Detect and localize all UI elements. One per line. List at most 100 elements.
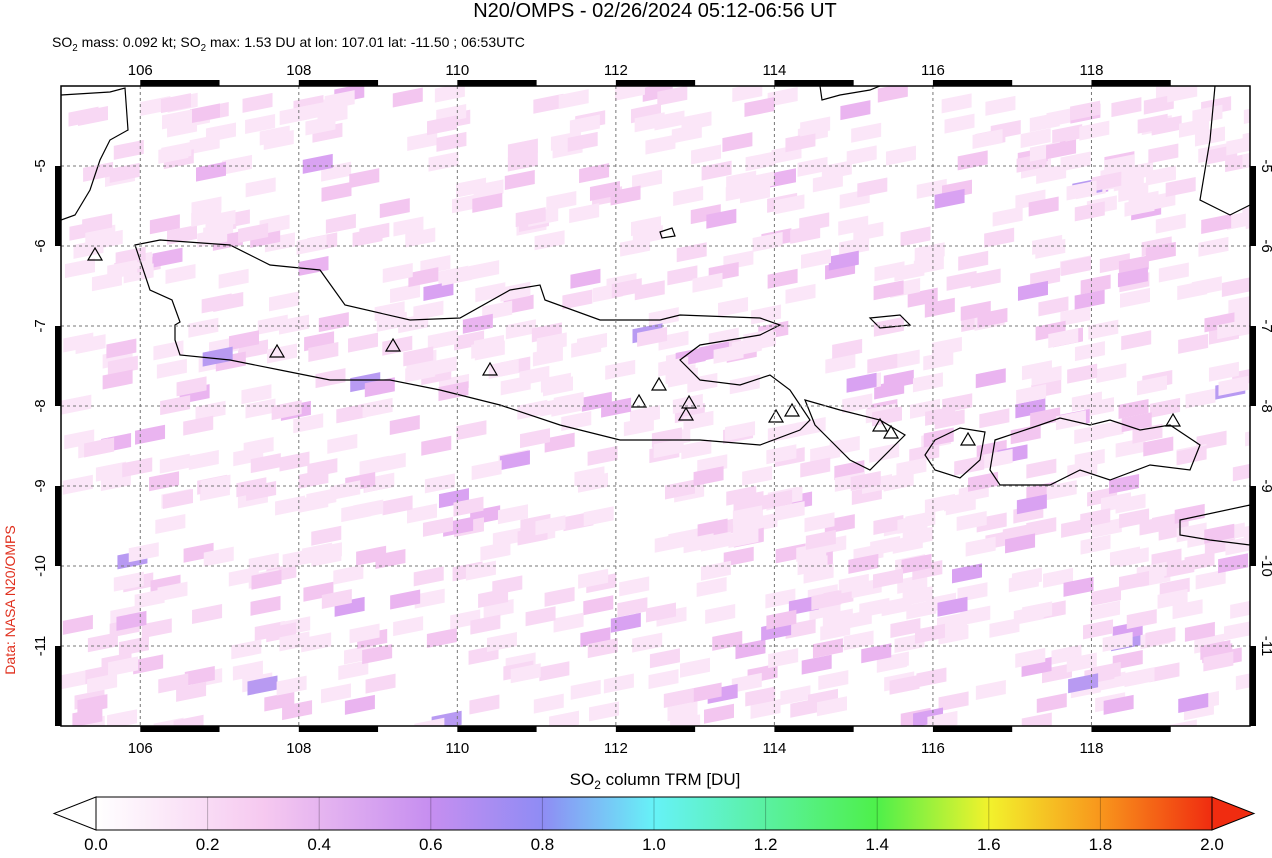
pixel — [767, 422, 798, 443]
pixel — [408, 267, 439, 288]
pixel — [617, 597, 648, 618]
pixel — [867, 353, 898, 374]
pixel — [832, 338, 863, 359]
frame-bar — [298, 80, 379, 86]
pixel — [109, 162, 140, 183]
pixel — [306, 488, 337, 509]
pixel — [937, 596, 968, 617]
pixel — [305, 115, 336, 136]
pixel — [1008, 572, 1039, 593]
pixel — [543, 376, 574, 397]
pixel — [970, 268, 1001, 289]
pixel — [1010, 424, 1041, 445]
pixel — [1218, 375, 1249, 396]
volcano-markers — [86, 246, 1182, 446]
pixel — [957, 150, 988, 171]
pixel — [251, 569, 282, 590]
frame-bar — [1250, 646, 1256, 726]
pixel — [648, 307, 679, 328]
pixel — [1074, 289, 1105, 310]
y-tick-label: -9 — [1258, 479, 1272, 492]
pixel — [517, 399, 548, 420]
pixel — [192, 604, 223, 625]
pixel — [1174, 503, 1205, 524]
pixel — [72, 707, 103, 726]
pixel — [1145, 165, 1176, 186]
colorbar-high-extend — [1211, 796, 1256, 831]
pixel — [589, 701, 620, 722]
pixel — [1155, 213, 1186, 234]
colorbar-gradient — [95, 796, 1213, 831]
pixel — [183, 415, 214, 436]
pixel — [1217, 319, 1248, 340]
pixel — [733, 491, 764, 512]
pixel — [544, 432, 575, 453]
frame-bar — [55, 486, 61, 566]
pixel — [1204, 523, 1235, 544]
y-tick-label: -7 — [32, 319, 49, 332]
pixel — [780, 685, 811, 706]
pixel — [1198, 236, 1229, 257]
pixel — [938, 691, 969, 712]
pixel — [107, 259, 138, 280]
pixel — [1046, 139, 1077, 160]
pixel — [1243, 108, 1250, 124]
pixel — [1030, 267, 1061, 288]
pixel — [670, 714, 701, 726]
pixel — [149, 214, 180, 235]
pixel — [540, 396, 571, 417]
pixel — [1074, 448, 1105, 469]
pixel — [1139, 515, 1170, 536]
pixel — [405, 227, 436, 248]
y-tick-label: -8 — [1258, 399, 1272, 412]
pixel — [333, 564, 364, 585]
pixel — [352, 227, 383, 248]
pixel — [231, 639, 262, 660]
pixel — [1088, 319, 1119, 340]
pixel — [201, 293, 232, 314]
pixel — [520, 428, 551, 449]
frame-bar — [457, 80, 537, 86]
sumbawa-coast — [989, 417, 1201, 486]
pixel — [245, 177, 276, 198]
pixel — [441, 265, 472, 286]
pixel — [1126, 609, 1157, 630]
pixel — [1035, 238, 1066, 259]
pixel — [1178, 692, 1209, 713]
pixel — [116, 610, 147, 631]
pixel — [676, 242, 707, 263]
pixel — [1111, 97, 1142, 118]
y-tick-label: -10 — [1258, 555, 1272, 577]
pixel — [278, 314, 309, 335]
frame-bar — [1250, 486, 1256, 566]
pixel — [1026, 517, 1057, 538]
pixel — [1195, 569, 1226, 590]
pixel — [742, 465, 773, 486]
pixel — [245, 398, 276, 419]
pixel — [279, 451, 310, 472]
pixel — [637, 326, 668, 347]
pixel — [877, 86, 908, 103]
pixel — [1080, 274, 1111, 295]
pixel — [282, 548, 313, 569]
pixel — [1066, 180, 1097, 201]
volcanoes — [86, 246, 1182, 446]
pixel — [515, 207, 546, 228]
pixel — [469, 694, 500, 715]
pixel — [923, 350, 954, 371]
frame-bar — [932, 80, 1013, 86]
pixel — [958, 250, 989, 271]
lombok-coast — [924, 427, 986, 479]
pixel — [735, 639, 766, 660]
pixel — [654, 532, 685, 553]
pixel — [162, 489, 193, 510]
pixel — [471, 338, 502, 359]
pixel — [321, 588, 352, 609]
frame-bar — [55, 646, 61, 726]
pixel — [293, 413, 324, 434]
pixel — [1103, 694, 1134, 715]
pixel — [536, 332, 567, 353]
pixel — [846, 372, 877, 393]
pixel — [238, 223, 269, 244]
pixel — [885, 145, 916, 166]
